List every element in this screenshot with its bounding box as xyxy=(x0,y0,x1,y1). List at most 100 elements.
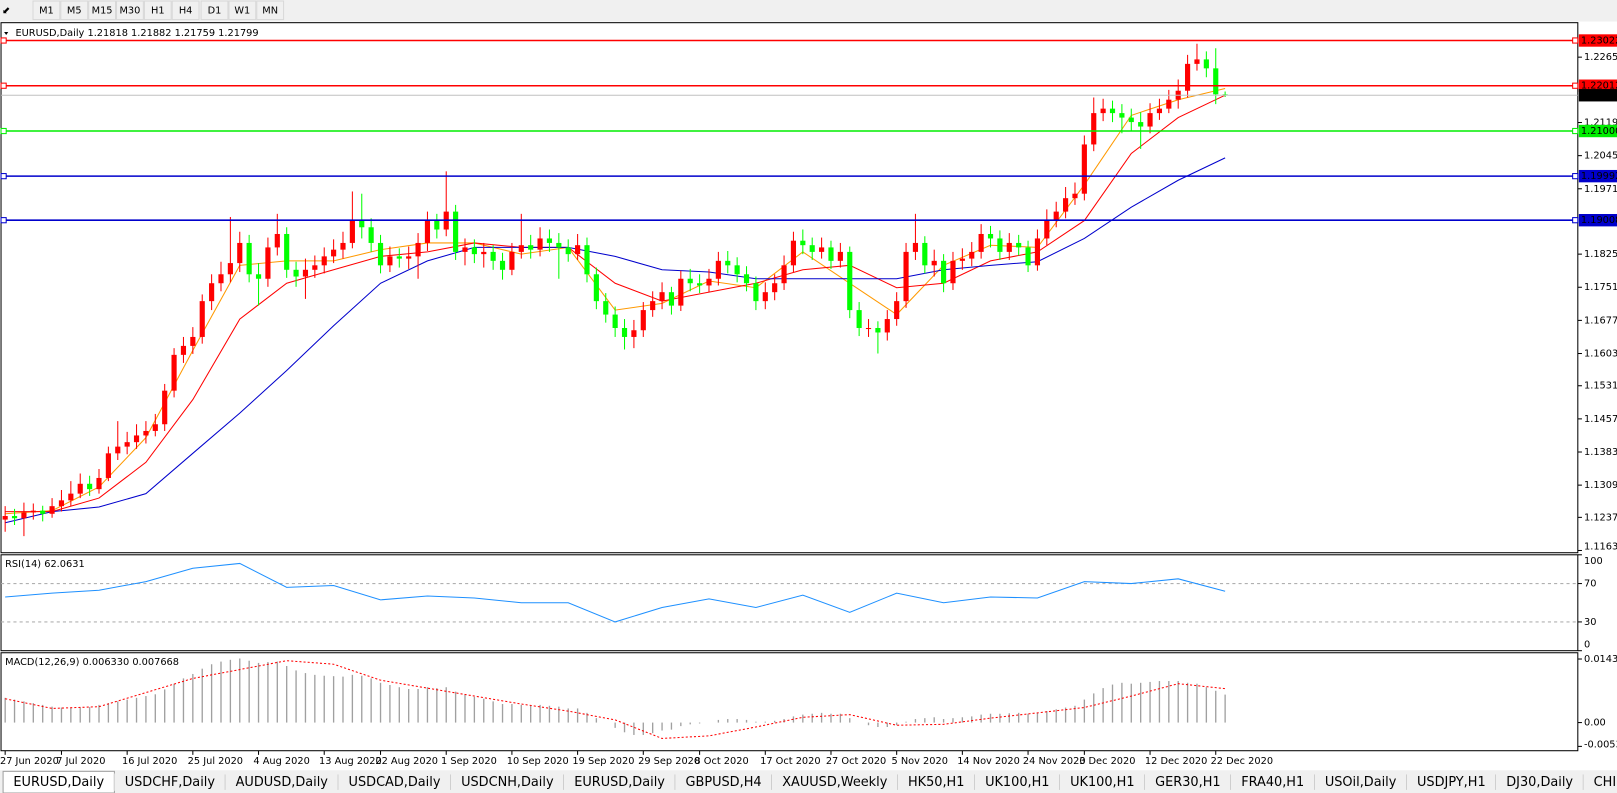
tab-frame xyxy=(450,773,564,791)
y-tick-label: 0 xyxy=(1584,640,1590,651)
chart-tab[interactable]: FRA40,H1 xyxy=(1230,773,1316,791)
candle-body xyxy=(68,493,74,501)
candle-body xyxy=(697,283,703,286)
chart-tab[interactable]: GER30,H1 xyxy=(1144,773,1232,791)
level-label-bg xyxy=(1578,214,1617,227)
button-label[interactable]: M15 xyxy=(92,5,113,16)
candle-body xyxy=(1044,220,1050,239)
tab-label[interactable]: UK100,H1 xyxy=(985,775,1049,790)
chart-tab[interactable]: CHINA300,H1 xyxy=(1583,773,1617,791)
chart-tab[interactable]: UK100,H1 xyxy=(974,773,1061,791)
candle-body xyxy=(415,242,421,257)
candle-body xyxy=(406,256,412,259)
chart-tab[interactable]: USOil,Daily xyxy=(1314,773,1408,791)
tab-label[interactable]: HK50,H1 xyxy=(908,775,964,790)
level-label: 1.22012 xyxy=(1581,81,1617,92)
price-plot xyxy=(2,43,1228,537)
chart-tab[interactable]: USDCNH,Daily xyxy=(450,773,565,791)
chart-tab[interactable]: AUDUSD,Daily xyxy=(225,773,339,791)
tab-label[interactable]: USDCNH,Daily xyxy=(461,775,554,790)
tab-label[interactable]: USDCAD,Daily xyxy=(349,775,441,790)
chart-tab[interactable]: USDCHF,Daily xyxy=(114,773,226,791)
timeframe-button[interactable]: M15 xyxy=(88,0,117,21)
level-handle xyxy=(0,217,7,224)
button-label[interactable]: H1 xyxy=(151,5,165,16)
candle-body xyxy=(593,274,599,302)
level-label-bg xyxy=(1578,169,1617,183)
chart-tab[interactable]: HK50,H1 xyxy=(897,773,976,791)
tab-label[interactable]: CHINA300,H1 xyxy=(1594,775,1617,790)
candle-body xyxy=(1100,108,1106,114)
candle-body xyxy=(734,265,740,275)
level-label: 1.21000 xyxy=(1581,126,1617,137)
button-label[interactable]: H4 xyxy=(179,5,193,16)
tab-label[interactable]: GER30,H1 xyxy=(1155,775,1220,790)
chart-tab[interactable]: USDJPY,H1 xyxy=(1406,773,1497,791)
timeframe-button[interactable]: H4 xyxy=(171,0,200,21)
tab-frame xyxy=(897,773,975,791)
macd-header: MACD(12,26,9) 0.006330 0.007668 xyxy=(5,657,179,668)
tab-label[interactable]: GBPUSD,H4 xyxy=(686,775,762,790)
candle-body xyxy=(687,278,693,284)
x-tick-label: 19 Sep 2020 xyxy=(572,756,634,767)
candle-body xyxy=(1091,113,1097,145)
candle-body xyxy=(828,247,834,261)
tab-label[interactable]: EURUSD,Daily xyxy=(574,775,665,790)
timeframe-button[interactable]: M5 xyxy=(60,0,89,21)
chart-tab[interactable]: EURUSD,Daily xyxy=(2,770,115,793)
candle-body xyxy=(471,247,477,255)
tab-label[interactable]: UK100,H1 xyxy=(1070,775,1134,790)
button-frame xyxy=(256,0,285,21)
tab-label[interactable]: USOil,Daily xyxy=(1325,775,1397,790)
tab-frame xyxy=(771,773,898,791)
button-label[interactable]: M5 xyxy=(67,5,82,16)
timeframe-button[interactable]: W1 xyxy=(228,0,257,21)
tab-label[interactable]: EURUSD,Daily xyxy=(13,775,104,790)
candle-body xyxy=(293,269,299,277)
chart-tab[interactable]: UK100,H1 xyxy=(1059,773,1146,791)
tab-label[interactable]: AUDUSD,Daily xyxy=(236,775,329,790)
tab-label[interactable]: USDJPY,H1 xyxy=(1417,775,1486,790)
level-handle xyxy=(1572,217,1579,224)
x-tick-label: 25 Jul 2020 xyxy=(188,756,243,767)
tab-label[interactable]: XAUUSD,Weekly xyxy=(782,775,888,790)
candle-body xyxy=(753,283,759,302)
chart-tab[interactable]: EURUSD,Daily xyxy=(563,773,676,791)
tab-label[interactable]: USDCHF,Daily xyxy=(125,775,216,790)
chart-tab[interactable]: USDCAD,Daily xyxy=(338,773,452,791)
tab-label[interactable]: FRA40,H1 xyxy=(1241,775,1304,790)
button-frame xyxy=(116,0,144,21)
candle-body xyxy=(715,260,721,279)
button-label[interactable]: M1 xyxy=(39,5,54,16)
timeframe-button[interactable]: MN xyxy=(256,0,285,21)
timeframe-button[interactable]: M30 xyxy=(116,0,144,21)
candle-body xyxy=(743,274,750,284)
y-tick-label: 0.00 xyxy=(1584,718,1606,729)
chart-tab[interactable]: DJ30,Daily xyxy=(1495,773,1584,791)
tab-label[interactable]: DJ30,Daily xyxy=(1506,775,1573,790)
candle-body xyxy=(424,220,431,243)
chart-tab[interactable]: XAUUSD,Weekly xyxy=(771,773,899,791)
timeframe-button[interactable]: D1 xyxy=(200,0,229,21)
candle-body xyxy=(1119,113,1125,118)
button-frame xyxy=(32,0,61,21)
button-label[interactable]: M30 xyxy=(119,5,140,16)
button-label[interactable]: MN xyxy=(262,5,278,16)
chart-tab[interactable]: GBPUSD,H4 xyxy=(675,773,773,791)
button-label[interactable]: D1 xyxy=(208,5,222,16)
candle-body xyxy=(621,327,628,337)
y-tick-label: 1.13090 xyxy=(1584,480,1617,491)
level-label: 1.19008 xyxy=(1581,215,1617,226)
button-label[interactable]: W1 xyxy=(234,5,250,16)
chart-window xyxy=(0,21,1617,772)
x-tick-label: 13 Aug 2020 xyxy=(319,756,382,767)
x-tick-label: 4 Aug 2020 xyxy=(253,756,309,767)
timeframe-button[interactable]: H1 xyxy=(143,0,172,21)
y-tick-label: 1.16030 xyxy=(1584,349,1617,360)
timeframe-button[interactable]: M1 xyxy=(32,0,61,21)
candle-body xyxy=(941,260,947,284)
candle-body xyxy=(762,292,768,302)
x-tick-label: 14 Nov 2020 xyxy=(957,756,1020,767)
button-frame xyxy=(60,0,89,21)
